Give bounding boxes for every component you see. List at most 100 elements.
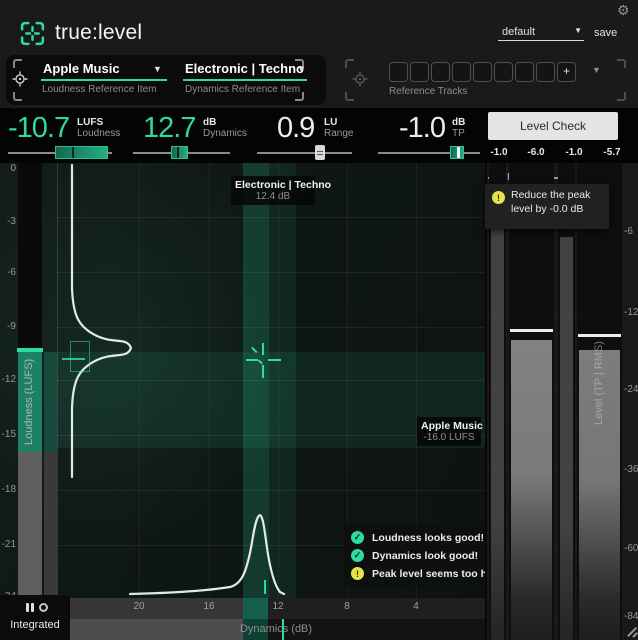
- loudness-meter-history: [18, 452, 42, 595]
- truepeak-slider-track[interactable]: [378, 152, 480, 154]
- x-tick: 8: [344, 601, 350, 612]
- status-text: Loudness looks good!: [372, 531, 484, 544]
- dynamics-value: 12.7: [143, 112, 196, 144]
- dynamics-reference-flag-title: Electronic | Techno: [235, 179, 332, 191]
- chevron-down-icon[interactable]: ▼: [153, 64, 162, 74]
- integrated-label: Integrated: [10, 619, 60, 631]
- meter-axis-label: Level (TP | RMS): [593, 341, 605, 425]
- bracket-decor: [617, 92, 626, 101]
- left-truepeak-bar: [491, 223, 504, 640]
- crosshair-icon[interactable]: [262, 343, 264, 355]
- bracket-decor: [13, 92, 22, 101]
- bracket-decor: [295, 92, 304, 101]
- loudness-reference-flag-value: -16.0 LUFS: [423, 432, 475, 443]
- truepeak-name: TP: [452, 128, 465, 139]
- warning-icon: !: [492, 191, 505, 204]
- right-rms-bar: [579, 350, 620, 640]
- peak-warning-text: Reduce the peak level by -0.0 dB: [511, 189, 591, 215]
- loudness-dynamics-chart: 0 -3 -6 -9 -12 -15 -18 -21 -24 Loudness …: [0, 163, 506, 640]
- gridline: [278, 163, 279, 598]
- target-value: -5.7: [603, 147, 621, 158]
- truepeak-slider-range[interactable]: [450, 146, 464, 159]
- pause-icon[interactable]: [31, 603, 34, 612]
- left-rms-bar: [511, 340, 552, 640]
- range-value: 0.9: [277, 112, 315, 144]
- bracket-decor: [345, 92, 354, 101]
- chevron-down-icon[interactable]: ▼: [592, 65, 601, 75]
- dynamics-reference-dropdown[interactable]: Electronic | Techno: [185, 61, 304, 76]
- gridline: [416, 163, 417, 598]
- status-row: ✓ Dynamics look good!: [351, 547, 479, 564]
- meter-tick: -12: [624, 307, 638, 318]
- loudness-meter-cap: [17, 348, 43, 352]
- reference-track-slot[interactable]: [515, 62, 534, 82]
- gridline: [57, 327, 485, 328]
- resize-grip[interactable]: [632, 632, 638, 638]
- reference-track-slot[interactable]: [452, 62, 471, 82]
- y-tick: -18: [1, 484, 16, 495]
- y-tick: -15: [1, 429, 16, 440]
- reference-track-slot[interactable]: [410, 62, 429, 82]
- gridline: [57, 272, 485, 273]
- level-meter-panel: Left Right -6 -12 -24 -36 -60 -84 Level …: [485, 163, 638, 640]
- range-unit: LU: [324, 117, 338, 128]
- reference-track-slot[interactable]: [536, 62, 555, 82]
- dropdown-underline: [183, 79, 307, 81]
- y-tick: -3: [7, 216, 16, 227]
- y-tick: -6: [7, 267, 16, 278]
- reference-track-slot[interactable]: [389, 62, 408, 82]
- pause-icon[interactable]: [26, 603, 29, 612]
- range-slider-track[interactable]: [257, 152, 352, 154]
- app-logo-icon: [20, 21, 45, 46]
- target-icon: [12, 71, 28, 87]
- status-checklist: ✓ Loudness looks good! ✓ Dynamics look g…: [344, 524, 506, 587]
- loudness-reference-dropdown[interactable]: Apple Music: [43, 61, 120, 76]
- bracket-decor: [295, 59, 304, 68]
- status-row: ! Peak level seems too high!: [351, 565, 506, 582]
- y-tick: -21: [1, 539, 16, 550]
- loudness-slider-range[interactable]: [55, 146, 108, 159]
- warning-icon: !: [351, 567, 364, 580]
- dynamics-current-tick: [264, 580, 266, 594]
- dynamics-slider-range[interactable]: [171, 146, 188, 159]
- x-tick: 20: [133, 601, 145, 612]
- add-reference-track-button[interactable]: +: [557, 62, 576, 82]
- crosshair-icon[interactable]: [262, 365, 264, 378]
- status-text: Dynamics look good!: [372, 549, 479, 562]
- range-slider-handle[interactable]: [315, 145, 325, 160]
- y-tick: 0: [10, 163, 16, 174]
- truepeak-unit: dB: [452, 117, 466, 128]
- level-check-button[interactable]: Level Check: [488, 112, 618, 140]
- reference-track-slot[interactable]: [473, 62, 492, 82]
- save-button[interactable]: save: [594, 27, 618, 39]
- target-value: -6.0: [527, 147, 545, 158]
- preset-dropdown[interactable]: default ▼: [498, 24, 584, 41]
- crosshair-icon[interactable]: [268, 359, 281, 361]
- gear-icon[interactable]: ⚙: [617, 2, 630, 18]
- gridline: [57, 545, 485, 546]
- loudness-target-band: [57, 352, 485, 448]
- dynamics-reference-label: Dynamics Reference Item: [185, 84, 301, 95]
- meter-tick: -60: [624, 543, 638, 554]
- dynamics-reference-flag-value: 12.4 dB: [255, 191, 291, 202]
- dropdown-underline: [41, 79, 167, 81]
- loudness-slider-marker: [72, 147, 74, 158]
- reference-track-slot[interactable]: [431, 62, 450, 82]
- reference-track-slot[interactable]: [494, 62, 513, 82]
- loudness-meter-secondary: [44, 352, 57, 452]
- scroll-handle[interactable]: [70, 619, 244, 640]
- loudness-meter-fill: [18, 352, 42, 452]
- integrated-controls: Integrated: [0, 595, 70, 640]
- scroll-target-band: [243, 619, 268, 640]
- crosshair-icon[interactable]: [246, 359, 258, 361]
- reset-icon[interactable]: [39, 603, 48, 612]
- truepeak-slider-marker: [457, 147, 460, 158]
- chevron-down-icon[interactable]: ▼: [297, 64, 306, 74]
- metrics-bar: -10.7 LUFS Loudness 12.7 dB Dynamics 0.9…: [0, 108, 638, 163]
- x-axis-strip: [57, 598, 485, 619]
- x-axis-selection: [57, 598, 244, 619]
- gridline: [347, 163, 348, 598]
- meter-tick: -24: [624, 384, 638, 395]
- target-value: -1.0: [490, 147, 508, 158]
